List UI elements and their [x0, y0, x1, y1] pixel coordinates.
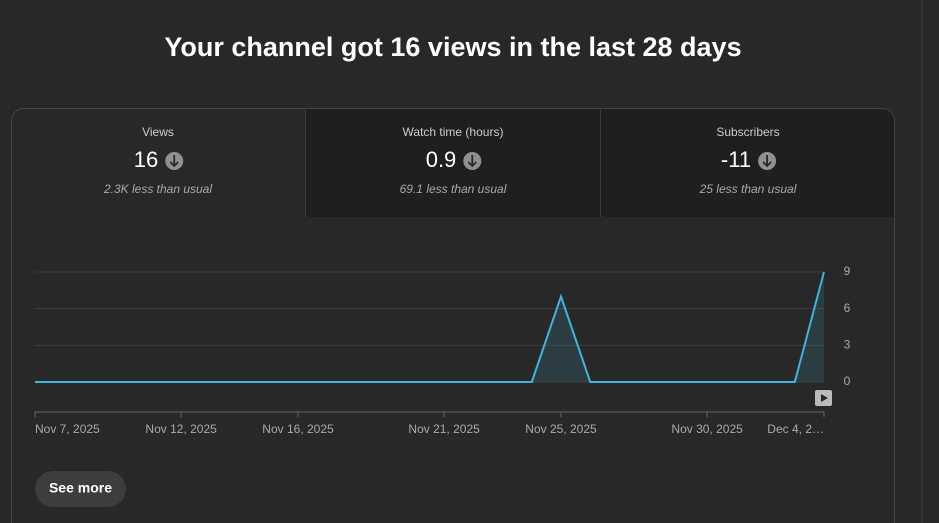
down-arrow	[762, 155, 772, 168]
metric-value: 16	[134, 147, 158, 172]
x-tick-label: Nov 16, 2025	[262, 422, 334, 436]
down-arrow	[169, 155, 179, 168]
metric-value: -11	[721, 147, 751, 172]
x-tick-label: Nov 7, 2025	[35, 422, 100, 436]
x-tick-label: Nov 30, 2025	[671, 422, 743, 436]
metric-label: Views	[142, 125, 174, 139]
line	[35, 271, 825, 383]
x-tick-label: Nov 12, 2025	[145, 422, 217, 436]
play-icon	[821, 394, 828, 402]
heading: Your channel got 16 views in the last 28…	[164, 32, 741, 62]
y-tick-label: 3	[844, 338, 851, 352]
down-arrow	[467, 155, 477, 168]
y-tick-label: 6	[844, 301, 851, 315]
x-tick-label: Nov 25, 2025	[525, 422, 597, 436]
see-more-label[interactable]: See more	[49, 480, 112, 496]
metric-value: 0.9	[426, 147, 457, 172]
y-tick-label: 0	[844, 374, 851, 388]
metric-label: Watch time (hours)	[403, 125, 504, 139]
metric-note: 69.1 less than usual	[400, 182, 507, 196]
x-tick-label: Dec 4, 2…	[767, 422, 824, 436]
metric-note: 25 less than usual	[699, 182, 797, 196]
see-more-button[interactable]	[35, 471, 126, 507]
y-tick-label: 9	[844, 264, 851, 278]
x-tick-label: Nov 21, 2025	[408, 422, 480, 436]
metric-note: 2.3K less than usual	[103, 182, 212, 196]
metric-label: Subscribers	[716, 125, 779, 139]
